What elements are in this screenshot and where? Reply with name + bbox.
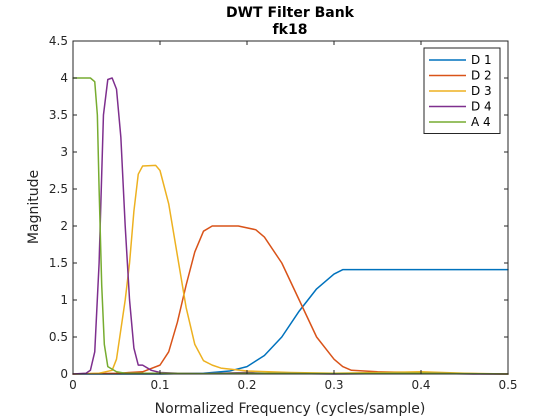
chart-title: DWT Filter Bank: [226, 5, 355, 21]
y-tick-label: 0: [60, 367, 68, 381]
series-line-3: [72, 164, 509, 375]
y-tick-label: 0.5: [49, 330, 68, 344]
x-tick-label: 0.1: [150, 378, 169, 392]
y-tick-label: 1: [60, 293, 68, 307]
y-tick-label: 3: [60, 145, 68, 159]
legend-label: D 1: [471, 53, 492, 67]
x-axis-label: Normalized Frequency (cycles/sample): [155, 401, 426, 417]
x-tick-label: 0.2: [237, 378, 256, 392]
y-tick-label: 4: [60, 71, 68, 85]
y-tick-label: 2.5: [49, 182, 68, 196]
axes-box: [72, 40, 509, 375]
y-axis-label: Magnitude: [26, 170, 42, 244]
y-tick-label: 1.5: [49, 256, 68, 270]
y-tick-label: 2: [60, 219, 68, 233]
legend: D 1 D 2D 3 D 4A 4: [423, 47, 501, 134]
legend-label: D 4: [471, 100, 492, 114]
axes-layer: 0 0.1 0.2 0.3 0.4 0.5 0 0.5 1 1.5 2 2.5 3 3.5 4 4.5: [49, 34, 518, 392]
x-tick-label: 0.4: [411, 378, 430, 392]
series-line-2: [72, 225, 509, 375]
x-tick-label: 0.5: [498, 378, 517, 392]
y-tick-label: 3.5: [49, 108, 68, 122]
series-layer: [72, 77, 509, 375]
legend-label: D 3: [471, 84, 492, 98]
y-tick-label: 4.5: [49, 34, 68, 48]
legend-label: D 2: [471, 69, 492, 83]
legend-label: A 4: [471, 115, 491, 129]
chart-subtitle: fk18: [273, 22, 308, 38]
series-line-5: [72, 77, 509, 375]
x-tick-label: 0.3: [324, 378, 343, 392]
x-tick-label: 0: [69, 378, 77, 392]
